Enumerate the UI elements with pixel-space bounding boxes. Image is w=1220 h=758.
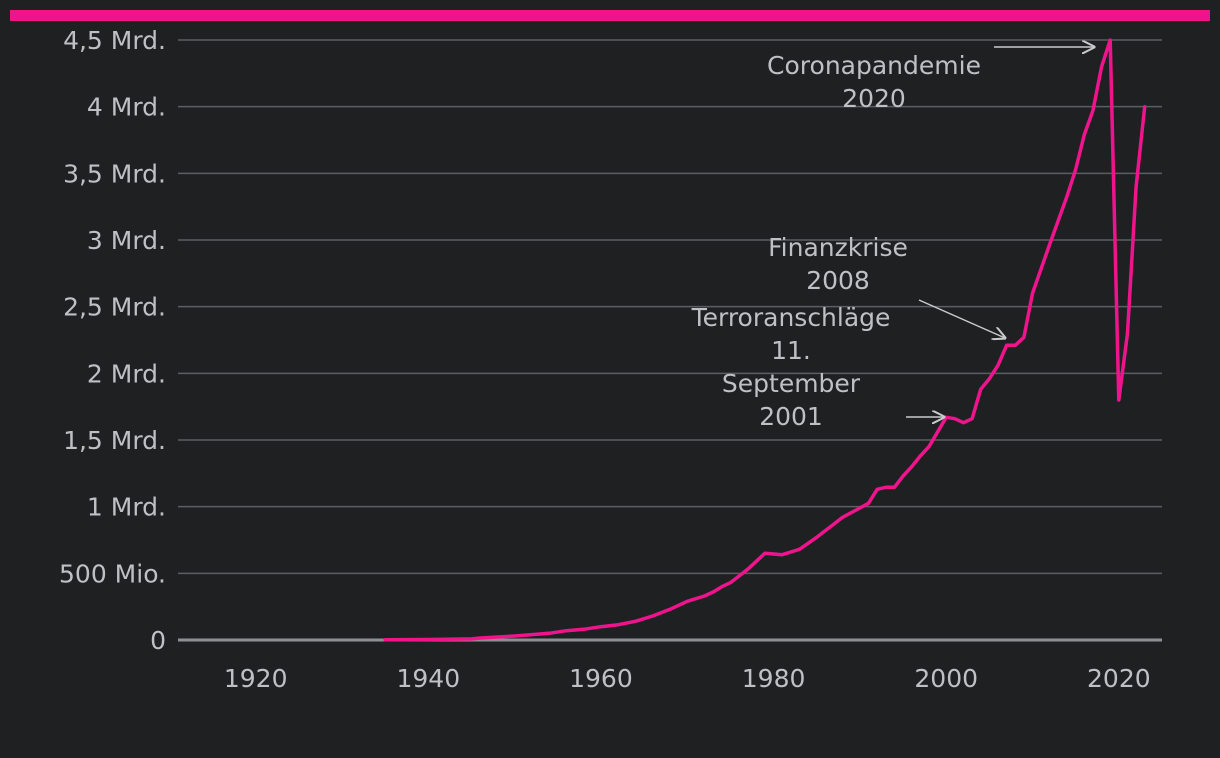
x-tick-label: 2000 (914, 664, 978, 693)
y-tick-label: 1,5 Mrd. (63, 426, 166, 455)
annotation-label: 11. (771, 336, 811, 365)
y-tick-label: 4,5 Mrd. (63, 26, 166, 55)
annotation-label: Terroranschläge (691, 303, 891, 332)
x-tick-label: 2020 (1087, 664, 1151, 693)
y-tick-label: 3 Mrd. (87, 226, 166, 255)
x-tick-label: 1960 (569, 664, 633, 693)
y-tick-label: 3,5 Mrd. (63, 159, 166, 188)
annotation-label: September (722, 369, 861, 398)
annotation-arrow (918, 299, 1005, 338)
y-tick-label: 2,5 Mrd. (63, 293, 166, 322)
x-tick-label: 1940 (397, 664, 461, 693)
y-tick-label: 4 Mrd. (87, 93, 166, 122)
annotation-label: 2020 (842, 84, 906, 113)
y-tick-label: 0 (150, 626, 166, 655)
annotation-label: 2001 (759, 402, 823, 431)
series-line (383, 38, 1147, 642)
annotation-label: 2008 (806, 266, 870, 295)
y-tick-label: 500 Mio. (59, 559, 166, 588)
accent-bar (10, 10, 1210, 21)
annotation-label: Finanzkrise (768, 233, 908, 262)
x-tick-label: 1980 (742, 664, 806, 693)
x-tick-label: 1920 (224, 664, 288, 693)
y-tick-label: 2 Mrd. (87, 359, 166, 388)
y-tick-label: 1 Mrd. (87, 493, 166, 522)
annotation-label: Coronapandemie (767, 51, 981, 80)
